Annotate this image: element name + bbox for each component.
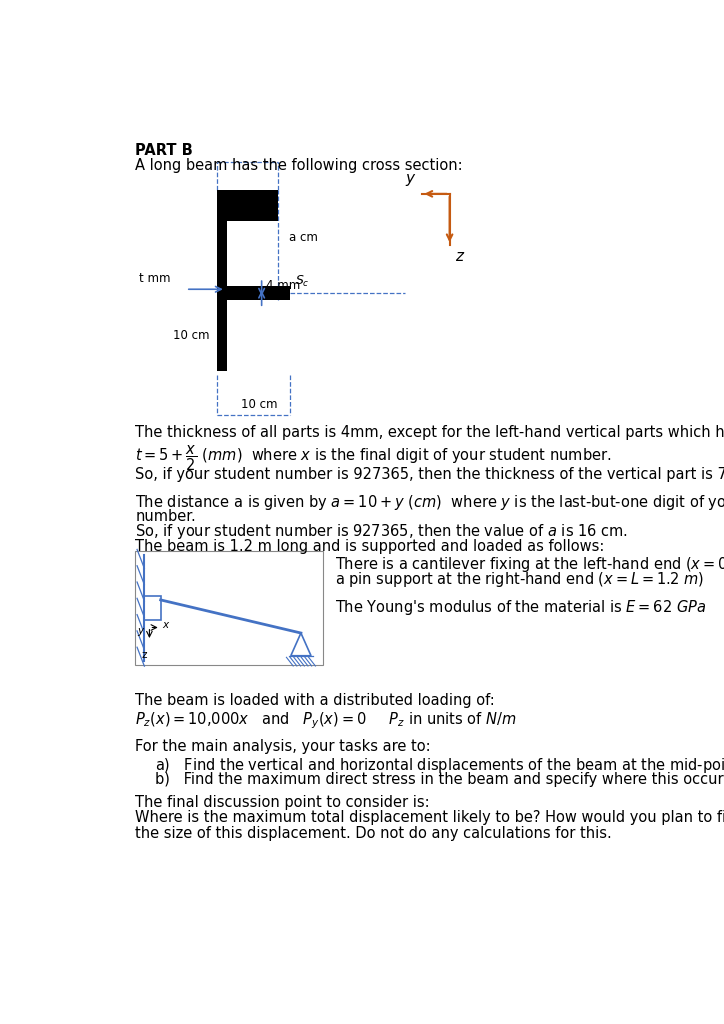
Text: Where is the maximum total displacement likely to be? How would you plan to find: Where is the maximum total displacement … <box>135 810 724 825</box>
Text: the size of this displacement. Do not do any calculations for this.: the size of this displacement. Do not do… <box>135 826 612 841</box>
Text: There is a cantilever fixing at the left-hand end ($x = 0$) and: There is a cantilever fixing at the left… <box>334 555 724 574</box>
Text: x: x <box>162 621 169 630</box>
Text: a cm: a cm <box>289 231 317 245</box>
Text: z: z <box>141 649 146 659</box>
Text: $t = 5 + \dfrac{x}{2}\ (mm)$  where $x$ is the final digit of your student numbe: $t = 5 + \dfrac{x}{2}\ (mm)$ where $x$ i… <box>135 443 612 472</box>
Text: 4 mm: 4 mm <box>266 279 300 292</box>
Text: $S_c$: $S_c$ <box>295 274 310 289</box>
Text: a)   Find the vertical and horizontal displacements of the beam at the mid-point: a) Find the vertical and horizontal disp… <box>155 756 724 775</box>
Text: 10 cm: 10 cm <box>173 330 210 342</box>
Text: number.: number. <box>135 509 196 524</box>
Bar <box>144 596 161 620</box>
Text: t mm: t mm <box>139 272 171 286</box>
Text: The Young's modulus of the material is $E = 62\ GPa$: The Young's modulus of the material is $… <box>334 598 706 617</box>
Text: For the main analysis, your tasks are to:: For the main analysis, your tasks are to… <box>135 739 431 755</box>
Text: So, if your student number is 927365, then the value of $a$ is 16 cm.: So, if your student number is 927365, th… <box>135 522 628 541</box>
Text: So, if your student number is 927365, then the thickness of the vertical part is: So, if your student number is 927365, th… <box>135 467 724 482</box>
Bar <box>135 551 324 665</box>
Text: The final discussion point to consider is:: The final discussion point to consider i… <box>135 795 430 810</box>
Text: The thickness of all parts is 4mm, except for the left-hand vertical parts which: The thickness of all parts is 4mm, excep… <box>135 425 724 440</box>
Text: A long beam has the following cross section:: A long beam has the following cross sect… <box>135 158 463 173</box>
Text: The beam is 1.2 m long and is supported and loaded as follows:: The beam is 1.2 m long and is supported … <box>135 540 605 554</box>
Text: b)   Find the maximum direct stress in the beam and specify where this occurs: b) Find the maximum direct stress in the… <box>155 772 724 786</box>
Text: PART B: PART B <box>135 142 193 158</box>
Polygon shape <box>227 286 290 300</box>
Text: 10 cm: 10 cm <box>240 398 277 411</box>
Text: The distance a is given by $a = 10 + y\ (cm)$  where $y$ is the last-but-one dig: The distance a is given by $a = 10 + y\ … <box>135 494 724 512</box>
Text: The beam is loaded with a distributed loading of:: The beam is loaded with a distributed lo… <box>135 693 495 708</box>
Text: y: y <box>406 171 415 186</box>
Text: a pin support at the right-hand end ($x = L = 1.2\ m$): a pin support at the right-hand end ($x … <box>334 570 704 589</box>
Text: y: y <box>137 626 143 636</box>
Polygon shape <box>216 189 279 221</box>
Polygon shape <box>216 189 227 372</box>
Text: $P_z(x) = 10{,}000x$   and   $P_y(x) = 0$     $P_z$ in units of $N/m$: $P_z(x) = 10{,}000x$ and $P_y(x) = 0$ $P… <box>135 711 517 731</box>
Text: z: z <box>455 249 463 264</box>
